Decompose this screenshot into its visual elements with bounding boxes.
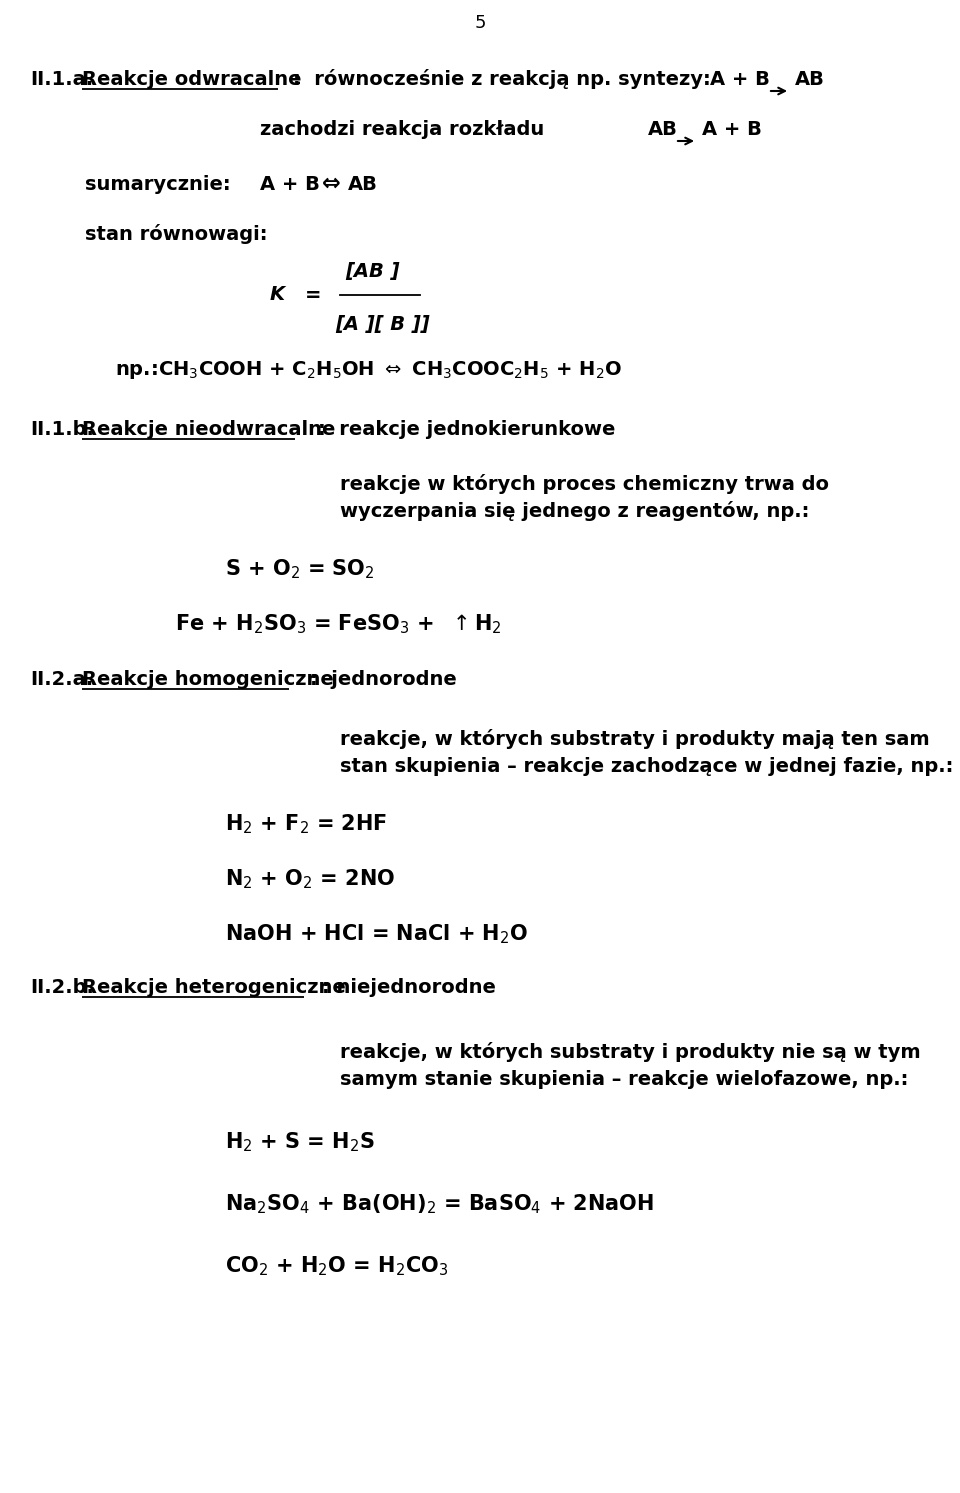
Text: Fe + H$_2$SO$_3$ = FeSO$_3$ +  $\uparrow$H$_2$: Fe + H$_2$SO$_3$ = FeSO$_3$ + $\uparrow$… bbox=[175, 612, 502, 636]
Text: H$_2$ + S = H$_2$S: H$_2$ + S = H$_2$S bbox=[225, 1130, 374, 1154]
Text: CO$_2$ + H$_2$O = H$_2$CO$_3$: CO$_2$ + H$_2$O = H$_2$CO$_3$ bbox=[225, 1254, 448, 1278]
Text: zachodzi reakcja rozkładu: zachodzi reakcja rozkładu bbox=[260, 119, 544, 139]
Text: 5: 5 bbox=[474, 13, 486, 31]
Text: NaOH + HCl = NaCl + H$_2$O: NaOH + HCl = NaCl + H$_2$O bbox=[225, 923, 528, 945]
Text: II.1.b.: II.1.b. bbox=[30, 420, 94, 439]
Text: stan skupienia – reakcje zachodzące w jednej fazie, np.:: stan skupienia – reakcje zachodzące w je… bbox=[340, 757, 953, 776]
Text: stan równowagi:: stan równowagi: bbox=[85, 224, 268, 243]
Text: A + B: A + B bbox=[710, 70, 770, 90]
Text: [A ][ B ]]: [A ][ B ]] bbox=[335, 315, 430, 334]
Text: II.2.b.: II.2.b. bbox=[30, 978, 94, 997]
Text: :  równocześnie z reakcją np. syntezy:: : równocześnie z reakcją np. syntezy: bbox=[293, 69, 710, 90]
Text: ⇔: ⇔ bbox=[322, 175, 341, 194]
Text: wyczerpania się jednego z reagentów, np.:: wyczerpania się jednego z reagentów, np.… bbox=[340, 502, 809, 521]
Text: N$_2$ + O$_2$ = 2NO: N$_2$ + O$_2$ = 2NO bbox=[225, 867, 396, 891]
Text: S + O$_2$ = SO$_2$: S + O$_2$ = SO$_2$ bbox=[225, 557, 374, 581]
Text: : niejednorodne: : niejednorodne bbox=[322, 978, 496, 997]
Text: AB: AB bbox=[348, 175, 378, 194]
Text: reakcje, w których substraty i produkty mają ten sam: reakcje, w których substraty i produkty … bbox=[340, 729, 929, 749]
Text: Reakcje homogeniczne: Reakcje homogeniczne bbox=[82, 670, 334, 688]
Text: Reakcje odwracalne: Reakcje odwracalne bbox=[82, 70, 301, 90]
Text: A + B: A + B bbox=[260, 175, 320, 194]
Text: samym stanie skupienia – reakcje wielofazowe, np.:: samym stanie skupienia – reakcje wielofa… bbox=[340, 1070, 908, 1088]
Text: II.2.a.: II.2.a. bbox=[30, 670, 93, 688]
Text: :  reakcje jednokierunkowe: : reakcje jednokierunkowe bbox=[318, 420, 615, 439]
Text: H$_2$ + F$_2$ = 2HF: H$_2$ + F$_2$ = 2HF bbox=[225, 812, 388, 836]
Text: reakcje, w których substraty i produkty nie są w tym: reakcje, w których substraty i produkty … bbox=[340, 1042, 921, 1062]
Text: Reakcje nieodwracalne: Reakcje nieodwracalne bbox=[82, 420, 335, 439]
Text: sumarycznie:: sumarycznie: bbox=[85, 175, 230, 194]
Text: Na$_2$SO$_4$ + Ba(OH)$_2$ = BaSO$_4$ + 2NaOH: Na$_2$SO$_4$ + Ba(OH)$_2$ = BaSO$_4$ + 2… bbox=[225, 1191, 655, 1215]
Text: np.:CH$_3$COOH + C$_2$H$_5$OH $\Leftrightarrow$ CH$_3$COOC$_2$H$_5$ + H$_2$O: np.:CH$_3$COOH + C$_2$H$_5$OH $\Leftrigh… bbox=[115, 358, 622, 381]
Text: AB: AB bbox=[648, 119, 678, 139]
Text: AB: AB bbox=[795, 70, 825, 90]
Text: [AB ]: [AB ] bbox=[345, 261, 399, 281]
Text: K: K bbox=[270, 285, 285, 305]
Text: A + B: A + B bbox=[702, 119, 762, 139]
Text: :  jednorodne: : jednorodne bbox=[310, 670, 457, 688]
Text: II.1.a.: II.1.a. bbox=[30, 70, 93, 90]
Text: =: = bbox=[305, 285, 322, 305]
Text: Reakcje heterogeniczne: Reakcje heterogeniczne bbox=[82, 978, 346, 997]
Text: reakcje w których proces chemiczny trwa do: reakcje w których proces chemiczny trwa … bbox=[340, 473, 829, 494]
